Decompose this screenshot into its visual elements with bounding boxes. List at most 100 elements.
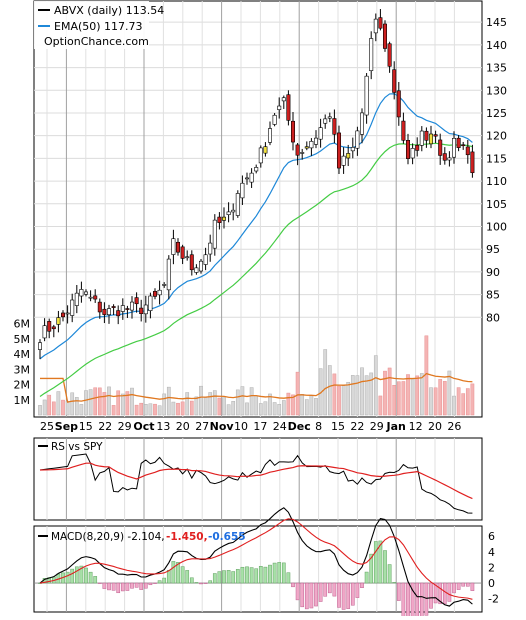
candle-body bbox=[189, 254, 194, 271]
candle-body bbox=[364, 75, 369, 116]
volume-bar bbox=[130, 387, 134, 416]
candle-body bbox=[359, 112, 364, 135]
candle-body bbox=[107, 308, 112, 316]
candle-body bbox=[143, 304, 148, 315]
date-axis-label: 24 bbox=[273, 420, 287, 433]
macd-histogram-bar bbox=[111, 582, 116, 591]
volume-bar bbox=[337, 385, 341, 416]
date-axis-label: 15 bbox=[79, 420, 93, 433]
macd-histogram-bar bbox=[231, 571, 236, 584]
macd-axis-label: 4 bbox=[488, 546, 495, 559]
volume-bar bbox=[157, 405, 162, 416]
date-axis-label: Dec bbox=[288, 420, 311, 433]
volume-bar bbox=[51, 401, 56, 416]
macd-histogram-bar bbox=[176, 562, 180, 584]
candle-body bbox=[79, 289, 84, 297]
candle-body bbox=[42, 325, 47, 339]
candle-body bbox=[134, 297, 139, 305]
volume-bar bbox=[125, 391, 130, 416]
volume-bar bbox=[419, 373, 424, 416]
candle-body bbox=[116, 310, 121, 317]
macd-histogram-bar bbox=[291, 582, 295, 588]
volume-bar bbox=[438, 379, 443, 416]
volume-bar bbox=[327, 365, 332, 416]
macd-histogram-bar bbox=[387, 564, 392, 584]
candle-body bbox=[70, 299, 75, 316]
macd-histogram-bar bbox=[70, 568, 75, 584]
volume-bars bbox=[38, 335, 475, 416]
date-axis-label: 12 bbox=[409, 420, 423, 433]
volume-bar bbox=[258, 403, 263, 416]
macd-histogram-bar bbox=[235, 569, 240, 584]
volume-bar bbox=[383, 370, 387, 416]
volume-bar bbox=[254, 395, 259, 416]
candle-body bbox=[382, 23, 387, 49]
volume-bar bbox=[452, 395, 456, 416]
legend-macd: MACD(8,20,9) -2.104, bbox=[51, 531, 165, 543]
date-axis-label: 25 bbox=[40, 420, 54, 433]
volume-bar bbox=[116, 390, 121, 416]
macd-histogram-bar bbox=[438, 582, 443, 605]
macd-histogram-bar bbox=[341, 582, 346, 610]
volume-bar bbox=[410, 378, 415, 416]
price-axis-label: 145 bbox=[486, 16, 507, 29]
volume-bar bbox=[84, 390, 88, 416]
macd-histogram-bar bbox=[74, 566, 79, 584]
macd-histogram-bar bbox=[254, 568, 259, 584]
volume-bar bbox=[93, 387, 98, 416]
rs-panel-frame bbox=[33, 437, 483, 521]
candle-body bbox=[369, 38, 374, 71]
candle-body bbox=[240, 182, 245, 199]
macd-histogram-bar bbox=[383, 550, 387, 584]
macd-histogram-bar bbox=[171, 561, 176, 584]
volume-average-line bbox=[40, 372, 473, 403]
volume-bar bbox=[185, 392, 190, 416]
volume-bar bbox=[235, 389, 240, 416]
rs-series bbox=[39, 453, 473, 514]
volume-bar bbox=[341, 385, 346, 416]
date-axis-label: Oct bbox=[133, 420, 154, 433]
candle-body bbox=[327, 116, 332, 119]
candle-body bbox=[166, 258, 171, 291]
volume-bar bbox=[465, 388, 470, 416]
volume-axis-label: 5M bbox=[14, 333, 31, 346]
volume-axis-label: 2M bbox=[14, 379, 31, 392]
candle-body bbox=[290, 120, 295, 143]
candle-body bbox=[318, 127, 323, 140]
macd-histogram-bar bbox=[281, 562, 286, 584]
macd-axis-label: -2 bbox=[488, 593, 499, 606]
macd-histogram-bar bbox=[442, 582, 447, 605]
date-axis-label: Jan bbox=[386, 420, 406, 433]
candle-body bbox=[415, 144, 420, 151]
candle-body bbox=[451, 137, 456, 158]
candle-body bbox=[93, 295, 98, 300]
macd-histogram-bar bbox=[249, 567, 254, 584]
candle-body bbox=[162, 284, 167, 286]
candle-body bbox=[157, 289, 162, 296]
candle-body bbox=[56, 317, 61, 325]
volume-bar bbox=[323, 349, 328, 416]
volume-bar bbox=[240, 386, 245, 416]
macd-histogram-bar bbox=[157, 580, 162, 584]
candle-body bbox=[208, 242, 213, 255]
macd-histogram-bar bbox=[226, 570, 231, 584]
date-axis-label: 22 bbox=[350, 420, 364, 433]
candle-body bbox=[235, 193, 240, 216]
candle-body bbox=[433, 134, 438, 137]
volume-bar bbox=[369, 372, 374, 416]
macd-histogram-bar bbox=[396, 582, 401, 601]
volume-bar bbox=[461, 393, 466, 416]
volume-bar bbox=[148, 403, 153, 416]
macd-histogram-bar bbox=[258, 566, 263, 584]
volume-bar bbox=[304, 399, 309, 416]
date-axis-label: 26 bbox=[447, 420, 461, 433]
date-axis-label: Sep bbox=[55, 420, 78, 433]
volume-bar bbox=[166, 386, 171, 416]
candle-body bbox=[263, 146, 268, 154]
volume-bar bbox=[222, 397, 226, 416]
macd-histogram-bar bbox=[318, 582, 323, 602]
macd-histogram-bar bbox=[350, 582, 355, 606]
macd-histogram-bar bbox=[346, 582, 351, 609]
macd-histogram-bar bbox=[189, 577, 194, 584]
